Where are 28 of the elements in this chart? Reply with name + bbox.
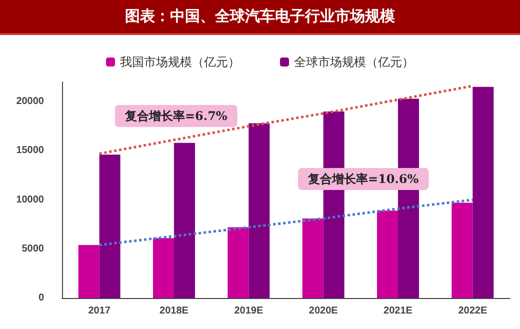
bar	[248, 123, 270, 298]
y-tick-label: 15000	[16, 145, 44, 156]
bar	[153, 238, 174, 298]
bar	[377, 210, 398, 298]
y-tick-label: 20000	[16, 96, 44, 108]
bar	[452, 202, 473, 298]
x-tick-label: 2017	[88, 306, 111, 316]
bar	[99, 154, 120, 298]
x-tick-label: 2021E	[384, 306, 413, 316]
chart-title: 图表：中国、全球汽车电子行业市场规模	[0, 0, 520, 35]
line-series	[98, 198, 474, 246]
bar	[472, 86, 494, 298]
annotation: 复合增长率=6.7%	[124, 109, 228, 123]
bar	[302, 218, 324, 298]
y-tick-label: 0	[38, 292, 44, 304]
bar	[78, 244, 100, 298]
y-tick-label: 5000	[22, 243, 44, 254]
legend-label: 我国市场规模（亿元）	[120, 55, 240, 69]
x-tick-label: 2018E	[160, 306, 189, 316]
x-tick-label: 2020E	[308, 306, 338, 316]
y-tick-label: 10000	[16, 194, 44, 206]
legend-label: 全球市场规模（亿元）	[294, 55, 414, 69]
line-series	[98, 84, 474, 155]
x-tick-label: 2022E	[458, 306, 488, 316]
bar	[174, 142, 195, 298]
annotation: 复合增长率=10.6%	[307, 172, 420, 186]
bar	[228, 227, 249, 298]
x-tick-label: 2019E	[234, 306, 264, 316]
